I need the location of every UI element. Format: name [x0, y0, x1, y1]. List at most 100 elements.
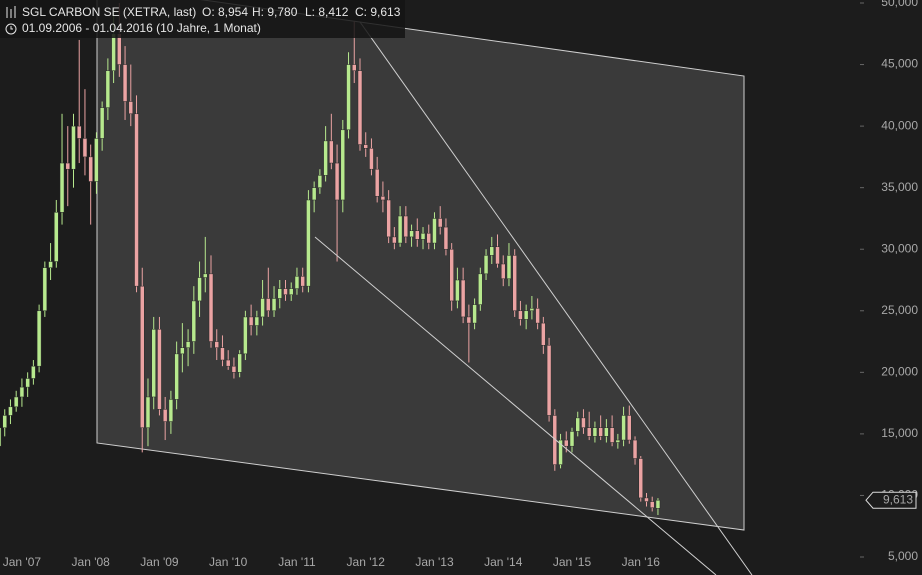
candle-icon [6, 6, 16, 18]
candle-body [495, 246, 500, 265]
candle-body [220, 347, 225, 361]
candle-body [42, 267, 48, 312]
candle-body [248, 316, 254, 326]
candle-body [403, 215, 409, 238]
candle-body [13, 396, 19, 408]
candle-body [483, 255, 489, 275]
candle-body [76, 125, 82, 139]
candle-body [592, 427, 598, 437]
y-tick-label: 50,000 [881, 0, 918, 9]
x-tick-label: Jan '14 [484, 555, 523, 569]
candle-body [437, 218, 443, 228]
candle-body [128, 101, 134, 115]
candle-body [615, 439, 621, 443]
candle-body [191, 300, 197, 342]
clock-icon [5, 23, 17, 35]
clock-hands [10, 26, 13, 30]
candle-body [546, 344, 552, 416]
candle-body [644, 497, 649, 502]
candle-body [541, 322, 546, 346]
candle-body [586, 427, 592, 437]
candle-body [558, 439, 563, 465]
candle-body [71, 125, 76, 170]
candle-body [632, 439, 638, 459]
candle-body [443, 226, 449, 250]
chart-title: SGL CARBON SE (XETRA, last) [22, 5, 196, 19]
candle-body [529, 308, 535, 312]
header-open: O: 8,954 [202, 5, 248, 19]
y-tick-label: 5,000 [888, 549, 918, 563]
candle-body [231, 365, 237, 373]
candle-body [94, 138, 99, 182]
candle-body [271, 298, 277, 312]
trend-channel [96, 0, 745, 531]
candle-body [518, 310, 523, 320]
candle-body [31, 365, 36, 379]
candle-body [140, 285, 145, 428]
candle-body [214, 341, 219, 348]
candle-body [569, 431, 575, 447]
last-price-label: 9,613 [883, 492, 913, 506]
candle-body [432, 218, 437, 244]
candle-body [638, 458, 644, 499]
y-tick-label: 35,000 [881, 180, 918, 194]
y-tick-label: 30,000 [881, 241, 918, 255]
candle-body [621, 415, 626, 441]
candle-body [397, 215, 403, 244]
last-price-marker [865, 491, 917, 509]
candle-body [311, 187, 317, 201]
candle-body [174, 353, 179, 400]
candle-body [237, 353, 242, 373]
candle-body [59, 162, 65, 213]
candle-body [420, 232, 426, 240]
x-tick-label: Jan '10 [209, 555, 248, 569]
x-tick-label: Jan '09 [140, 555, 179, 569]
candle-body [363, 144, 368, 149]
candle-body [472, 304, 477, 324]
candle-body [36, 310, 42, 367]
candle-body [334, 162, 340, 201]
candle-body [2, 415, 7, 428]
candle-body [552, 415, 558, 465]
candle-body [254, 316, 260, 326]
candle-body [168, 399, 174, 422]
candle-body [111, 33, 116, 71]
candle-body [506, 255, 512, 280]
y-tick-label: 40,000 [881, 118, 918, 132]
trend-line [359, 21, 753, 575]
candle-body [19, 386, 25, 398]
candle-body [489, 246, 495, 256]
x-tick-label: Jan '11 [278, 555, 316, 569]
candle-body [352, 64, 357, 71]
candle-body [122, 64, 128, 102]
candle-body [500, 263, 506, 280]
candle-body [54, 212, 59, 262]
candle-body [478, 273, 483, 305]
candle-body [151, 328, 156, 398]
candle-body [208, 273, 214, 342]
candle-body [380, 196, 386, 201]
y-tick-label: 45,000 [881, 57, 918, 71]
candle-body [277, 288, 283, 299]
candle-body [260, 298, 265, 318]
candle-body [105, 70, 111, 108]
candle-body [455, 279, 460, 302]
candle-body [25, 378, 30, 388]
candle-body [306, 199, 311, 287]
candle-body [157, 328, 162, 410]
x-tick-label: Jan '13 [415, 555, 454, 569]
candle-body [288, 288, 294, 296]
candle-body [99, 107, 105, 139]
candle-body [564, 439, 569, 447]
candle-body [523, 310, 529, 320]
x-tick-label: Jan '16 [622, 555, 661, 569]
candle-body [8, 406, 13, 416]
candle-body [426, 232, 431, 244]
candle-body [466, 316, 472, 324]
x-tick-label: Jan '07 [3, 555, 42, 569]
candle-body [225, 359, 231, 367]
trend-line [314, 236, 717, 575]
candle-body [88, 156, 93, 182]
